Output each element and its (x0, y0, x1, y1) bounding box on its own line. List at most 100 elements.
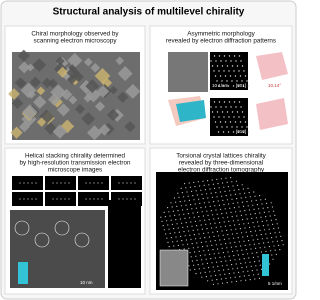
lattice-spot (217, 200, 219, 202)
lattice-spot (235, 211, 237, 213)
lattice-spot (191, 243, 193, 245)
crystal (10, 126, 23, 139)
lattice-spot (235, 246, 237, 248)
crystal (83, 57, 93, 67)
lattice-spot (236, 198, 238, 200)
diffraction-spot (244, 121, 247, 123)
diffraction-spot (226, 80, 228, 82)
lattice-spot (212, 249, 214, 251)
lattice-spot (171, 223, 173, 225)
lattice-spot (256, 204, 258, 206)
lattice-spot (173, 197, 175, 199)
lattice-spot (202, 180, 204, 182)
lattice-spot (216, 213, 218, 215)
crystal (125, 83, 141, 99)
lattice-spot (269, 263, 271, 265)
lattice-spot (233, 189, 235, 191)
lattice-spot (192, 229, 194, 231)
lattice-spot (219, 191, 221, 193)
lattice-spot (200, 189, 202, 191)
diffraction-spot (118, 198, 120, 200)
lattice-spot (207, 180, 209, 182)
lattice-spot (237, 237, 239, 239)
diffraction-spot (231, 65, 234, 67)
lattice-spot (221, 265, 223, 267)
lattice-spot (278, 244, 280, 246)
diffraction-spot (241, 126, 243, 128)
lattice-spot (272, 241, 274, 243)
lattice-spot (223, 221, 225, 223)
lattice-spot (215, 226, 217, 228)
lattice-spot (245, 279, 247, 281)
lattice-spot (182, 226, 184, 228)
diffraction-spot (238, 101, 241, 103)
lattice-spot (199, 185, 201, 187)
crystal (90, 63, 101, 73)
lattice-spot (232, 250, 234, 252)
lattice-spot (194, 186, 196, 188)
lattice-spot (215, 274, 217, 276)
lattice-spot (216, 178, 218, 180)
lattice-spot (252, 239, 254, 241)
lattice-spot (252, 256, 254, 258)
crystal (55, 56, 65, 66)
diffraction-spot (220, 106, 222, 108)
diffraction-spot (240, 60, 242, 62)
lattice-spot (224, 190, 226, 192)
lattice-spot (170, 202, 172, 204)
diffraction-spot (233, 70, 235, 72)
lattice-spot (190, 238, 192, 240)
diffraction-spot (122, 198, 124, 200)
lattice-spot (254, 213, 256, 215)
lattice-spot (231, 281, 233, 283)
diffraction-spot (234, 75, 237, 77)
crystal (74, 103, 86, 115)
lattice-spot (168, 246, 170, 248)
diffraction-spot (234, 121, 237, 123)
lattice-spot (210, 275, 212, 277)
diffraction-spot (134, 182, 136, 184)
lattice-spot (203, 202, 205, 204)
diffraction-spot (101, 198, 103, 200)
lattice-spot (249, 226, 251, 228)
diffraction-spot (228, 70, 230, 72)
lattice-spot (225, 277, 227, 279)
lattice-spot (229, 190, 231, 192)
diffraction-spot (236, 80, 238, 82)
lattice-spot (215, 244, 217, 246)
lattice-spot (196, 242, 198, 244)
lattice-spot (211, 179, 213, 181)
lattice-spot (250, 248, 252, 250)
lattice-spot (207, 214, 209, 216)
diffraction-spot (56, 182, 58, 184)
lattice-spot (242, 188, 244, 190)
lattice-spot (259, 264, 261, 266)
lattice-spot (255, 217, 257, 219)
diffraction-spot (23, 198, 25, 200)
lattice-spot (256, 252, 258, 254)
lattice-spot (200, 272, 202, 274)
diffraction-spot (64, 198, 66, 200)
lattice-spot (276, 223, 278, 225)
diffraction-spot (208, 55, 211, 57)
diffraction-spot (238, 70, 240, 72)
lattice-spot (231, 181, 233, 183)
lattice-spot (167, 241, 169, 243)
lattice-spot (201, 211, 203, 213)
lattice-spot (230, 277, 232, 279)
diffraction-spot (68, 198, 70, 200)
lattice-spot (194, 203, 196, 205)
lattice-spot (267, 224, 269, 226)
diffraction-spot (130, 198, 132, 200)
lattice-spot (272, 258, 274, 260)
crystal (27, 90, 36, 99)
lattice-spot (271, 254, 273, 256)
lattice-spot (241, 267, 243, 269)
crystal (85, 79, 100, 94)
lattice-spot (192, 195, 194, 197)
lattice-spot (216, 261, 218, 263)
diffraction-spot (213, 116, 215, 118)
lattice-spot (266, 202, 268, 204)
crystal (57, 66, 69, 78)
lattice-spot (264, 198, 266, 200)
